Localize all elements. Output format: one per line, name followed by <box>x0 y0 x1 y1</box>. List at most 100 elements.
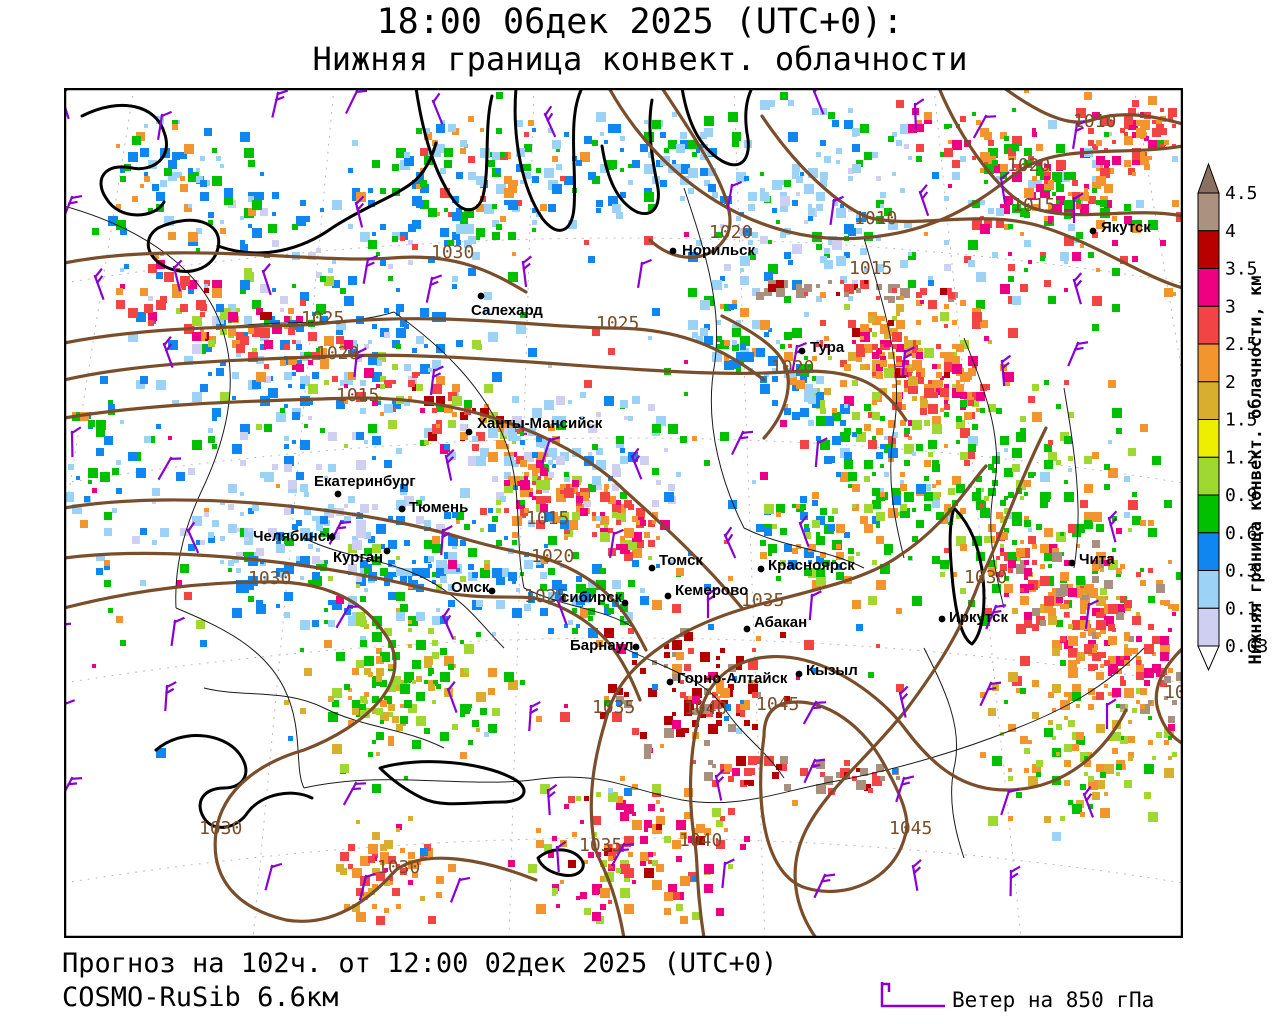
colorbar-band <box>1197 419 1220 458</box>
colorbar-tick: 3.5 <box>1225 259 1258 280</box>
isobars <box>64 88 1183 938</box>
isobar-label: 1015 <box>849 258 892 279</box>
city-label: Томск <box>659 552 703 569</box>
colorbar-band <box>1197 343 1220 383</box>
city-label: Кызыл <box>806 662 858 679</box>
isobar-label: 1030 <box>199 818 242 839</box>
colorbar-band <box>1197 607 1220 647</box>
isobar-label: 1030 <box>964 567 1007 588</box>
isobar-label: 1040 <box>679 830 722 851</box>
isobar-label: 1025 <box>524 586 567 607</box>
colorbar: 4.5 4 3.5 3 2.5 2 1.5 1.2 0.9 0.6 0.3 0.1 0.03 <box>1197 162 1268 672</box>
colorbar-title: Нижняя граница конвект. облачности, км <box>1246 275 1266 665</box>
city-label: Салехард <box>471 302 543 319</box>
city-dot <box>621 599 629 607</box>
colorbar-arrow-bottom <box>1197 645 1220 672</box>
isobar-label: 1025 <box>301 308 344 329</box>
colorbar-band <box>1197 532 1220 572</box>
city-label: Иркутск <box>949 609 1008 626</box>
city-label: Якутск <box>1101 219 1151 236</box>
colorbar-tick: 1.2 <box>1225 447 1258 468</box>
wind-barb-icon <box>880 982 945 1008</box>
isobar-label: 1010 <box>1073 111 1116 132</box>
city-label: Горно-Алтайск <box>677 670 788 687</box>
colorbar-tick: 4 <box>1225 221 1236 242</box>
isobar-label: 1030 <box>377 857 420 878</box>
colorbar-tick: 0.9 <box>1225 485 1258 506</box>
colorbar-band <box>1197 230 1220 270</box>
isobar-label: 1040 <box>684 698 727 719</box>
map-title-parameter: Нижняя граница конвект. облачности <box>312 40 968 78</box>
city-dot <box>666 678 674 686</box>
map-title-datetime: 18:00 06дек 2025 (UTC+0): <box>376 2 904 42</box>
city-dot <box>743 625 751 633</box>
city-dot <box>465 428 473 436</box>
isobar-label: 1015 <box>526 508 569 529</box>
isobar-label: 1035 <box>741 590 784 611</box>
map-area: 1030 1020 1010 1015 1020 1010 1025 1025 1020 1015… <box>64 88 1183 938</box>
colorbar-tick: 2 <box>1225 372 1236 393</box>
isobar-label: 1020 <box>1007 155 1050 176</box>
city-dot <box>664 592 672 600</box>
isobar-label: 1030 <box>248 568 291 589</box>
city-dot <box>1068 559 1076 567</box>
isobar-label: 1045 <box>756 694 799 715</box>
colorbar-tick: 4.5 <box>1225 183 1258 204</box>
city-label: Челябинск <box>253 528 334 545</box>
city-label: Барнаул <box>570 637 633 654</box>
isobar-label: 1030 <box>431 242 474 263</box>
isobar-label: 1010 <box>854 208 897 229</box>
colorbar-band <box>1197 268 1220 307</box>
isobar-label: 1015 <box>1012 195 1055 216</box>
city-label: Кемерово <box>675 582 748 599</box>
city-dot <box>648 564 656 572</box>
city-dot <box>795 670 803 678</box>
city-dot <box>398 505 406 513</box>
city-dot <box>938 615 946 623</box>
map-canvas: 1030 1020 1010 1015 1020 1010 1025 1025 1020 1015… <box>64 88 1183 938</box>
colorbar-band <box>1197 192 1220 232</box>
isobar-label: 1020 <box>1164 682 1183 703</box>
city-dot <box>798 347 806 355</box>
model-info: COSMO-RuSib 6.6км <box>62 982 339 1013</box>
isobar-label: 1020 <box>531 546 574 567</box>
colorbar-band <box>1197 381 1220 421</box>
city-label: Ханты-Мансийск <box>477 415 603 432</box>
city-dot <box>383 547 391 555</box>
city-dot <box>488 587 496 595</box>
city-markers: Норильск Салехард Тура Якутск Ханты-Мансийск… <box>253 219 1151 687</box>
city-dot <box>757 565 765 573</box>
isobar-label: 1020 <box>771 357 814 378</box>
colorbar-tick: 0.03 <box>1225 636 1268 657</box>
city-label: Абакан <box>754 614 807 631</box>
colorbar-tick: 3 <box>1225 296 1236 317</box>
colorbar-band <box>1197 570 1220 609</box>
colorbar-tick: 0.3 <box>1225 561 1258 582</box>
colorbar-band <box>1197 494 1220 534</box>
isobar-label: 1015 <box>336 385 379 406</box>
isobar-label: 1045 <box>889 818 932 839</box>
forecast-info: Прогноз на 102ч. от 12:00 02дек 2025 (UT… <box>62 948 778 979</box>
city-label: Екатеринбург <box>314 473 416 490</box>
colorbar-tick: 2.5 <box>1225 334 1258 355</box>
colorbar-band <box>1197 456 1220 496</box>
city-dot <box>669 247 677 255</box>
city-label: Красноярск <box>768 557 855 574</box>
isobar-label: 1020 <box>316 343 359 364</box>
city-label: Тура <box>810 339 845 356</box>
city-label: Чита <box>1079 551 1115 568</box>
city-dot <box>334 490 342 498</box>
city-dot <box>632 643 640 651</box>
colorbar-arrow-top <box>1197 162 1220 194</box>
city-dot <box>328 533 336 541</box>
isobar-labels: 1030 1020 1010 1015 1020 1010 1025 1025 1020 1015… <box>199 111 1183 878</box>
city-label: Омск <box>451 579 490 596</box>
colorbar-tick: 1.5 <box>1225 410 1258 431</box>
colorbar-band <box>1197 305 1220 345</box>
colorbar-tick: 0.6 <box>1225 523 1258 544</box>
isobar-label: 1035 <box>592 697 635 718</box>
colorbar-tick: 0.1 <box>1225 598 1258 619</box>
city-label: сибирск <box>561 589 623 606</box>
map-frame-border <box>64 88 1183 938</box>
